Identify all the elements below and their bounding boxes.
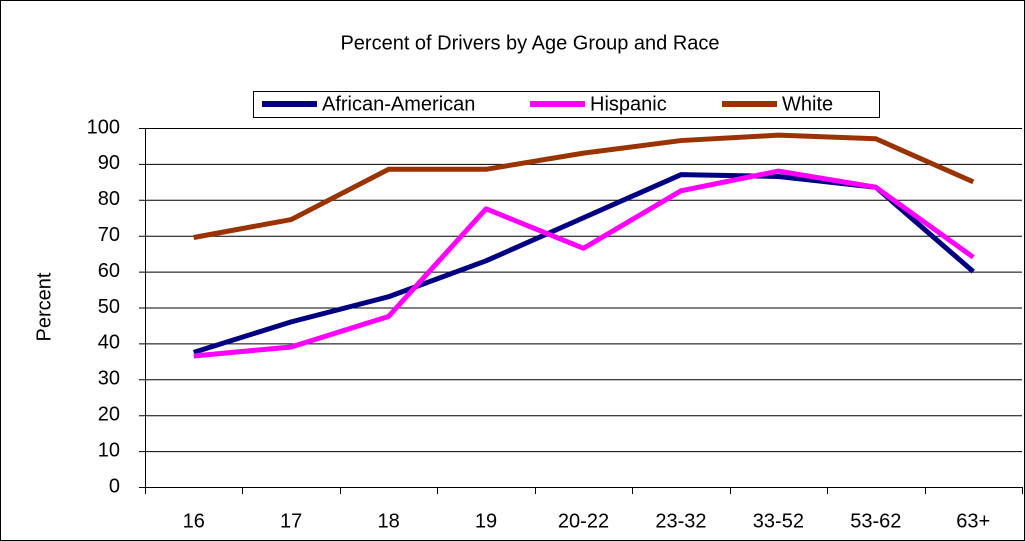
x-tick-label: 53-62: [850, 510, 901, 532]
y-tick-label: 90: [98, 152, 120, 174]
legend-label: Hispanic: [590, 93, 667, 115]
x-tick-label: 20-22: [558, 510, 609, 532]
x-tick-label: 17: [280, 510, 302, 532]
x-tick-label: 16: [183, 510, 205, 532]
x-tick-label: 18: [377, 510, 399, 532]
y-tick-label: 20: [98, 403, 120, 425]
y-tick-label: 40: [98, 332, 120, 354]
y-tick-label: 70: [98, 224, 120, 246]
data-line: [193, 132, 975, 240]
y-tick-label: 10: [98, 439, 120, 461]
legend-label: African-American: [322, 93, 475, 115]
legend-label: White: [782, 93, 833, 115]
x-tick-label: 23-32: [655, 510, 706, 532]
y-tick-label: 80: [98, 188, 120, 210]
y-tick-label: 50: [98, 296, 120, 318]
chart-title: Percent of Drivers by Age Group and Race: [340, 32, 719, 54]
y-tick-label: 60: [98, 260, 120, 282]
y-tick-label: 0: [109, 475, 120, 497]
data-line: [193, 168, 975, 359]
x-tick-label: 33-52: [753, 510, 804, 532]
x-tick-label: 63+: [956, 510, 990, 532]
y-tick-label: 30: [98, 368, 120, 390]
y-axis-label: Percent: [33, 272, 55, 341]
y-tick-label: 100: [87, 116, 120, 138]
x-tick-label: 19: [475, 510, 497, 532]
